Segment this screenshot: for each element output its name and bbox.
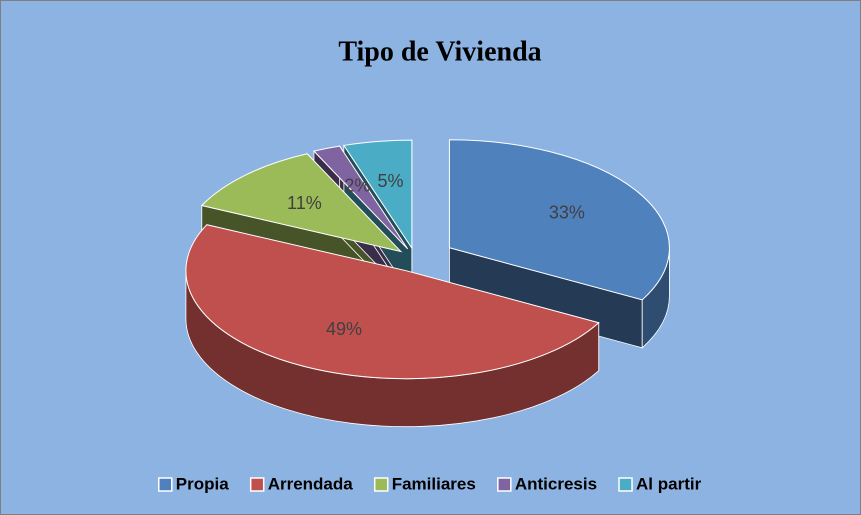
legend-swatch bbox=[249, 477, 265, 492]
data-label: 5% bbox=[378, 171, 404, 191]
slice bbox=[343, 139, 413, 250]
legend-item: Anticresis bbox=[497, 474, 597, 493]
slice bbox=[312, 145, 409, 250]
legend-swatch bbox=[373, 477, 389, 492]
legend-swatch bbox=[158, 477, 173, 492]
legend-label: Familiares bbox=[392, 474, 476, 493]
chart-title: Tipo de Vivienda bbox=[338, 36, 541, 67]
data-label: 49% bbox=[326, 319, 362, 339]
data-label: 33% bbox=[549, 202, 585, 222]
slice bbox=[200, 153, 403, 253]
legend-item: Arrendada bbox=[249, 474, 354, 493]
legend-item: Al partir bbox=[618, 474, 702, 493]
legend-label: Anticresis bbox=[515, 474, 597, 493]
slice bbox=[448, 139, 670, 301]
legend: Propia Arrendada Familiares Anticresis Al pa… bbox=[158, 474, 702, 493]
legend-item: Familiares bbox=[373, 474, 476, 493]
legend-swatch bbox=[497, 477, 512, 492]
legend-label: Propia bbox=[176, 474, 229, 493]
slice bbox=[185, 224, 600, 380]
legend-label: Al partir bbox=[636, 474, 702, 493]
data-label: 2% bbox=[344, 175, 370, 195]
legend-item: Propia bbox=[158, 474, 229, 493]
data-label: 11% bbox=[287, 193, 322, 213]
legend-swatch bbox=[618, 477, 633, 492]
pie-tops: 33% 49% 11% 2% 5% bbox=[185, 139, 670, 380]
legend-label: Arrendada bbox=[268, 474, 354, 493]
